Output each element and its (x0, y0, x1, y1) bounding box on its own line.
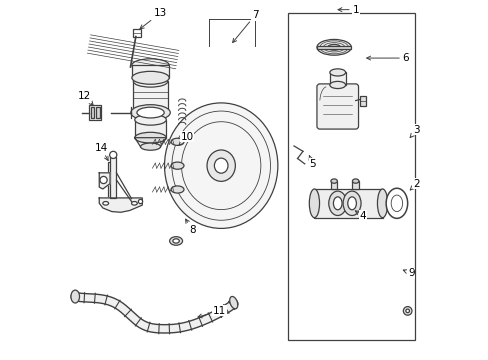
Ellipse shape (347, 197, 356, 210)
Text: 8: 8 (185, 219, 195, 235)
Bar (108, 162, 115, 205)
Ellipse shape (169, 237, 182, 245)
Text: 7: 7 (232, 10, 258, 42)
Ellipse shape (352, 179, 358, 183)
Ellipse shape (135, 132, 166, 143)
Ellipse shape (135, 114, 166, 125)
Ellipse shape (171, 186, 183, 193)
Ellipse shape (140, 143, 160, 150)
Ellipse shape (229, 296, 237, 309)
Bar (359, 95, 366, 105)
Bar (314, 189, 382, 218)
Bar (329, 72, 345, 85)
Ellipse shape (173, 239, 179, 243)
Text: 1: 1 (337, 5, 358, 15)
Bar (135, 120, 166, 138)
Ellipse shape (327, 44, 340, 50)
Bar (133, 81, 167, 112)
Bar (133, 29, 140, 37)
Ellipse shape (386, 188, 407, 219)
Polygon shape (99, 198, 142, 212)
Bar (352, 181, 358, 189)
Text: 5: 5 (308, 156, 315, 169)
Polygon shape (99, 173, 110, 189)
Ellipse shape (102, 202, 108, 205)
Text: 4: 4 (355, 211, 366, 221)
Ellipse shape (214, 158, 227, 173)
Ellipse shape (333, 197, 341, 210)
Text: 14: 14 (94, 143, 108, 161)
Ellipse shape (109, 151, 117, 158)
Bar (110, 157, 116, 198)
Bar (90, 107, 94, 118)
Ellipse shape (329, 81, 345, 89)
Ellipse shape (328, 191, 346, 216)
Ellipse shape (71, 290, 80, 303)
Ellipse shape (137, 107, 164, 118)
Ellipse shape (171, 162, 183, 169)
Ellipse shape (316, 40, 351, 55)
Ellipse shape (330, 179, 337, 183)
Ellipse shape (100, 176, 107, 184)
Ellipse shape (131, 105, 170, 121)
Ellipse shape (329, 69, 345, 76)
Ellipse shape (405, 309, 408, 313)
Ellipse shape (171, 138, 183, 145)
Ellipse shape (309, 189, 319, 218)
FancyBboxPatch shape (316, 84, 358, 129)
Ellipse shape (164, 103, 277, 228)
Bar (132, 65, 169, 78)
Text: 2: 2 (409, 179, 419, 190)
Text: 11: 11 (198, 306, 225, 318)
Ellipse shape (131, 202, 137, 205)
Text: 10: 10 (179, 132, 193, 145)
Text: 3: 3 (409, 125, 419, 138)
Ellipse shape (133, 106, 167, 118)
Ellipse shape (343, 191, 360, 216)
Polygon shape (135, 138, 166, 147)
Ellipse shape (132, 71, 169, 84)
Ellipse shape (138, 199, 142, 204)
Ellipse shape (133, 76, 167, 87)
Ellipse shape (132, 59, 169, 72)
Bar (330, 181, 337, 189)
Ellipse shape (403, 307, 411, 315)
Ellipse shape (390, 195, 402, 212)
Bar (96, 107, 100, 118)
Text: 6: 6 (366, 53, 408, 63)
Bar (88, 105, 101, 121)
Text: 12: 12 (78, 91, 93, 105)
Text: 9: 9 (403, 268, 414, 278)
Bar (287, 13, 414, 339)
Text: 13: 13 (140, 8, 166, 29)
Ellipse shape (377, 189, 387, 218)
Bar (316, 45, 351, 49)
Ellipse shape (206, 150, 235, 181)
